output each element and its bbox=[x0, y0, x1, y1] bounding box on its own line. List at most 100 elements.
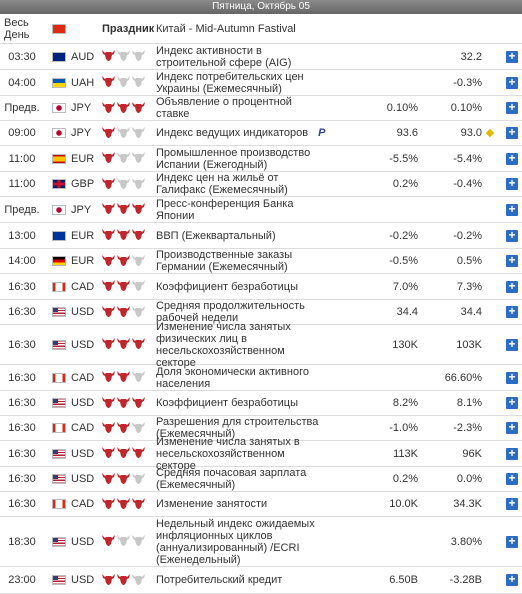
forecast: 6.50B bbox=[389, 574, 418, 586]
add-button[interactable]: + bbox=[506, 101, 518, 114]
importance bbox=[102, 467, 150, 491]
bull-icon bbox=[117, 228, 130, 243]
event-name: Потребительский кредит bbox=[156, 574, 283, 586]
currency: USD bbox=[71, 447, 95, 460]
bull-icon bbox=[132, 101, 145, 116]
forecast: 34.4 bbox=[396, 306, 418, 318]
time: 16:30 bbox=[8, 397, 36, 409]
bull-icon bbox=[132, 49, 145, 64]
time: 16:30 bbox=[8, 306, 36, 318]
event-row: 16:30 CAD Изменение занятости 10.0K 34.3K + bbox=[0, 492, 522, 517]
flag bbox=[52, 575, 66, 585]
time: 03:30 bbox=[8, 50, 36, 63]
importance bbox=[102, 517, 150, 566]
importance bbox=[102, 441, 150, 466]
time: 16:30 bbox=[8, 498, 36, 510]
add-button[interactable]: + bbox=[506, 76, 518, 89]
event: Индекс активности в строительной сфере (… bbox=[156, 44, 326, 69]
flag bbox=[52, 536, 66, 547]
add-button[interactable]: + bbox=[506, 371, 518, 384]
bull-icon bbox=[102, 202, 115, 217]
bull-icon bbox=[132, 497, 145, 512]
currency: GBP bbox=[71, 178, 95, 190]
flag bbox=[52, 372, 66, 383]
flag bbox=[52, 230, 66, 241]
bull-icon bbox=[102, 101, 115, 116]
bull-icon bbox=[102, 446, 115, 461]
flag bbox=[52, 23, 66, 34]
flag bbox=[52, 204, 66, 215]
add-button[interactable]: + bbox=[506, 229, 518, 242]
event-name: Средняя почасовая зарплата (Ежемесячный) bbox=[156, 467, 307, 491]
forecast: 93.6 bbox=[396, 127, 418, 139]
event: Индекс цен на жильё от Галифакс (Ежемеся… bbox=[156, 172, 326, 196]
flag bbox=[52, 398, 66, 408]
bull-icon bbox=[117, 75, 130, 90]
add-button[interactable]: + bbox=[506, 254, 518, 267]
event: Изменение занятости bbox=[156, 492, 326, 516]
event-row: 11:00 GBP Индекс цен на жильё от Галифакс … bbox=[0, 172, 522, 197]
add-button[interactable]: + bbox=[506, 152, 518, 165]
importance bbox=[102, 391, 150, 415]
add-button[interactable]: + bbox=[506, 497, 518, 510]
time: 16:30 bbox=[8, 371, 36, 384]
add-button[interactable]: + bbox=[506, 126, 518, 139]
flag bbox=[52, 51, 66, 62]
event-name: Изменение занятости bbox=[156, 498, 268, 510]
event-name: Промышленное производство Испании (Ежего… bbox=[156, 146, 311, 171]
bull-icon bbox=[117, 279, 130, 294]
event-row: 16:30 USD Коэффициент безработицы 8.2% 8.1% + bbox=[0, 391, 522, 416]
time: 16:30 bbox=[8, 338, 36, 351]
bull-icon bbox=[132, 446, 145, 461]
bull-icon bbox=[117, 370, 130, 385]
add-button[interactable]: + bbox=[506, 177, 518, 190]
previous: 8.1% bbox=[456, 397, 482, 409]
importance bbox=[102, 492, 150, 516]
event-row: 09:00 JPY Индекс ведущих индикаторов P 93.6 9… bbox=[0, 121, 522, 146]
importance bbox=[102, 146, 150, 171]
holiday-label: Праздник bbox=[102, 22, 155, 35]
time: 11:00 bbox=[8, 152, 36, 165]
bull-icon bbox=[102, 177, 115, 192]
event-row: 16:30 USD Средняя продолжительность рабоче… bbox=[0, 300, 522, 325]
add-button[interactable]: + bbox=[506, 305, 518, 318]
previous: 96K bbox=[462, 447, 482, 460]
bull-icon bbox=[102, 573, 115, 588]
importance bbox=[102, 416, 150, 440]
event-name: Средняя продолжительность рабочей недели bbox=[156, 300, 305, 324]
add-button[interactable]: + bbox=[506, 447, 518, 460]
bull-icon bbox=[117, 573, 130, 588]
bull-icon bbox=[102, 421, 115, 436]
currency: AUD bbox=[71, 50, 95, 63]
event-row: 16:30 CAD Разрешения для строительства (Еж… bbox=[0, 416, 522, 441]
time: 13:00 bbox=[8, 229, 36, 242]
add-button[interactable]: + bbox=[506, 338, 518, 351]
event: Промышленное производство Испании (Ежего… bbox=[156, 146, 326, 171]
bull-icon bbox=[117, 202, 130, 217]
event-row: 16:30 USD Изменение числа занятых физическ… bbox=[0, 321, 522, 369]
bull-icon bbox=[132, 534, 145, 549]
forecast: 113K bbox=[393, 447, 418, 460]
add-button[interactable]: + bbox=[506, 280, 518, 293]
forecast bbox=[350, 365, 418, 390]
event-name: Коэффициент безработицы bbox=[156, 397, 299, 409]
bull-icon bbox=[102, 228, 115, 243]
currency: CAD bbox=[71, 280, 95, 293]
bull-icon bbox=[132, 126, 145, 141]
bull-icon bbox=[102, 534, 115, 549]
forecast bbox=[350, 44, 418, 69]
event-row: 16:30 USD Средняя почасовая зарплата (Ежем… bbox=[0, 467, 522, 492]
add-button[interactable]: + bbox=[506, 396, 518, 409]
add-button[interactable]: + bbox=[506, 50, 518, 63]
event: Индекс ведущих индикаторов P bbox=[156, 121, 326, 145]
add-button[interactable]: + bbox=[506, 535, 518, 548]
currency: CAD bbox=[71, 422, 95, 434]
add-button[interactable]: + bbox=[506, 203, 518, 216]
add-button[interactable]: + bbox=[506, 573, 518, 586]
add-button[interactable]: + bbox=[506, 421, 518, 434]
flag bbox=[52, 474, 66, 484]
add-button[interactable]: + bbox=[506, 472, 518, 485]
importance bbox=[102, 325, 150, 364]
event-row: 23:00 USD Потребительский кредит 6.50B -3.28… bbox=[0, 567, 522, 594]
event-row: 14:00 EUR Производственные заказы Германии… bbox=[0, 249, 522, 274]
